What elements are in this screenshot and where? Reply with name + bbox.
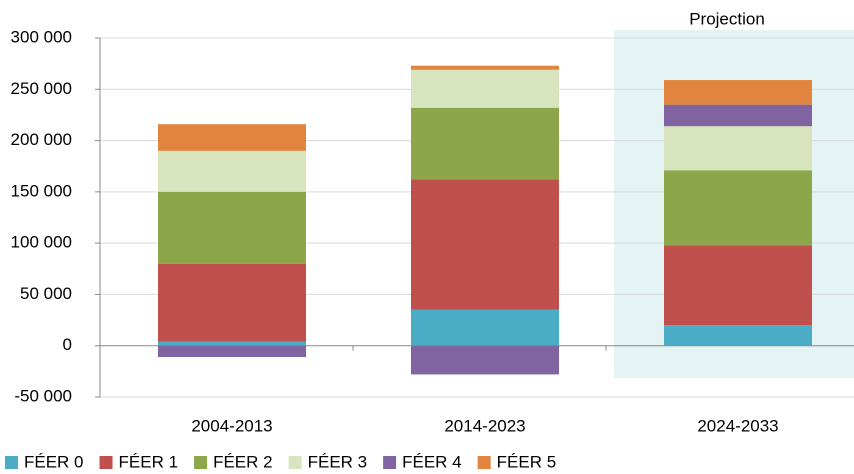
y-tick-label: 200 000 [11, 130, 72, 149]
legend-label: FÉER 5 [497, 452, 557, 471]
bar-segment [158, 341, 306, 346]
bar-segment [158, 150, 306, 192]
bar-segment [411, 69, 559, 108]
y-tick-label: 100 000 [11, 233, 72, 252]
x-tick-label: 2014-2023 [444, 416, 525, 435]
legend-label: FÉER 3 [308, 452, 368, 471]
legend-swatch [383, 456, 397, 469]
bar-segment [664, 325, 812, 346]
legend-label: FÉER 0 [24, 452, 84, 471]
y-tick-label: -50 000 [14, 386, 72, 405]
bar-segment [664, 245, 812, 326]
legend-label: FÉER 2 [213, 452, 273, 471]
bar-segment [411, 179, 559, 310]
legend-label: FÉER 4 [402, 452, 462, 471]
legend-label: FÉER 1 [119, 452, 179, 471]
y-tick-label: 250 000 [11, 79, 72, 98]
bar-segment [158, 191, 306, 264]
projection-label: Projection [689, 9, 765, 28]
bar-segment [158, 263, 306, 342]
bar-segment [411, 65, 559, 70]
legend-swatch [194, 456, 208, 469]
bar-segment [411, 309, 559, 346]
bar-segment [664, 170, 812, 246]
legend-swatch [477, 456, 491, 469]
legend-swatch [5, 456, 18, 469]
y-tick-label: 0 [63, 335, 72, 354]
bar-segment [158, 124, 306, 151]
bar-segment [411, 107, 559, 180]
bar-segment [411, 345, 559, 375]
y-tick-label: 300 000 [11, 27, 72, 46]
bar-segment [664, 80, 812, 105]
y-tick-label: 150 000 [11, 181, 72, 200]
bar-segment [664, 104, 812, 127]
bar-segment [664, 126, 812, 171]
legend-swatch [99, 456, 113, 469]
legend-swatch [288, 456, 302, 469]
x-tick-label: 2024-2033 [697, 416, 778, 435]
y-tick-label: 50 000 [20, 284, 72, 303]
bar-segment [158, 345, 306, 357]
x-tick-label: 2004-2013 [191, 416, 272, 435]
